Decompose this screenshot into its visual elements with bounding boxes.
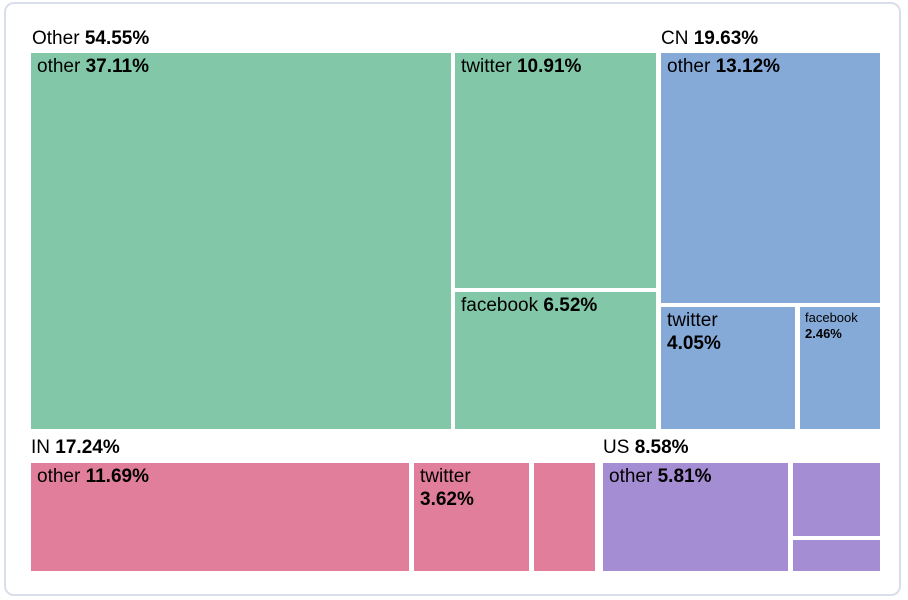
group-label-in: IN 17.24% [31, 437, 120, 459]
cell-value: 13.12% [715, 56, 781, 77]
cell-us-other[interactable]: other 5.81% [603, 463, 788, 571]
cell-other-other[interactable]: other 37.11% [31, 53, 451, 429]
cell-cn-facebook[interactable]: facebook 2.46% [800, 307, 880, 429]
cell-cn-twitter[interactable]: twitter 4.05% [661, 307, 795, 429]
group-value: 8.58% [634, 437, 689, 458]
cell-us-unlabeled-2[interactable] [793, 463, 880, 536]
group-label-cn: CN 19.63% [661, 28, 758, 50]
cell-name: facebook [461, 295, 539, 316]
group-label-other: Other 54.55% [32, 28, 149, 50]
group-label-us: US 8.58% [603, 437, 689, 459]
cell-value: 3.62% [420, 489, 474, 511]
cell-value: 37.11% [85, 56, 149, 77]
cell-value: 11.69% [85, 466, 149, 487]
cell-in-twitter[interactable]: twitter 3.62% [414, 463, 529, 571]
cell-other-facebook[interactable]: facebook 6.52% [455, 292, 656, 429]
group-value: 17.24% [55, 437, 120, 458]
cell-us-unlabeled-3[interactable] [793, 540, 880, 571]
group-value: 54.55% [84, 28, 150, 49]
group-name: US [603, 437, 630, 458]
cell-name: other [37, 56, 81, 77]
cell-name: twitter [667, 310, 718, 331]
cell-name: twitter [420, 466, 471, 487]
group-name: CN [661, 28, 689, 49]
cell-name: twitter [461, 56, 512, 77]
cell-value: 10.91% [516, 56, 582, 77]
cell-other-twitter[interactable]: twitter 10.91% [455, 53, 656, 288]
cell-in-other[interactable]: other 11.69% [31, 463, 409, 571]
cell-value: 4.05% [667, 333, 721, 355]
treemap: Other 54.55% other 37.11% twitter 10.91% fa… [31, 28, 880, 572]
cell-in-unlabeled-3[interactable] [534, 463, 595, 571]
group-name: IN [31, 437, 50, 458]
cell-name: facebook [805, 310, 858, 325]
cell-name: other [667, 56, 711, 77]
cell-cn-other[interactable]: other 13.12% [661, 53, 880, 303]
cell-value: 6.52% [543, 295, 598, 316]
cell-name: other [37, 466, 81, 487]
cell-value: 2.46% [805, 325, 842, 341]
group-value: 19.63% [693, 28, 759, 49]
cell-name: other [609, 466, 653, 487]
cell-value: 5.81% [657, 466, 712, 487]
group-name: Other [32, 28, 80, 49]
